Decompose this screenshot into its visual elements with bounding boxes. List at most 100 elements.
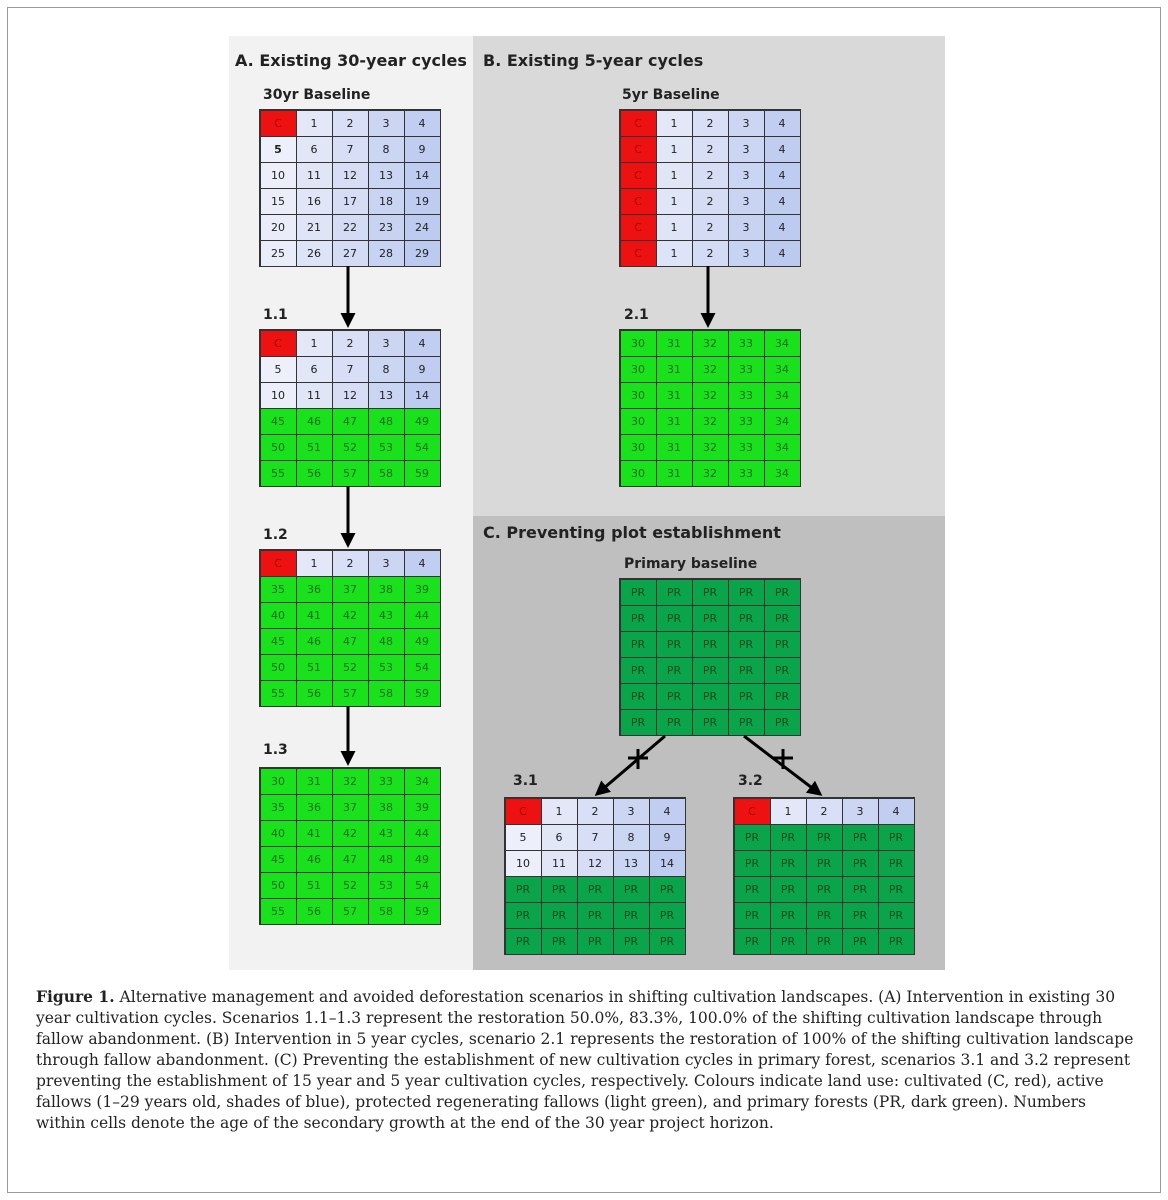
- grid-cell: 34: [763, 381, 801, 409]
- grid-cell: 35: [259, 575, 297, 603]
- grid-cell: 3: [727, 239, 765, 267]
- grid-cell: 44: [403, 601, 441, 629]
- grid-cell: PR: [619, 708, 657, 736]
- caption-label: Figure 1.: [36, 987, 115, 1006]
- grid-cell: 7: [331, 355, 369, 383]
- grid-cell: 8: [367, 355, 405, 383]
- grid-s12: C 1 2 3 4 35 36 37 38 39 40 41 42 43 44 45 46 47 48 49 50 51 5…: [259, 549, 441, 707]
- grid-cell: PR: [727, 682, 765, 710]
- grid-s13: 30 31 32 33 34 35 36 37 38 39 40 41 42 43 44 45 46 47 48 49…: [259, 767, 441, 925]
- grid-cell: 2: [691, 109, 729, 137]
- grid-cell: 43: [367, 819, 405, 847]
- grid-cell: PR: [841, 823, 879, 851]
- grid-cell: 4: [877, 797, 915, 825]
- grid-cell: PR: [655, 630, 693, 658]
- grid-cell: PR: [619, 578, 657, 606]
- grid-cell: PR: [540, 875, 578, 903]
- grid-cell: PR: [877, 901, 915, 929]
- grid-cell: 3: [841, 797, 879, 825]
- grid-cell: PR: [805, 823, 843, 851]
- grid-label-baseline30: 30yr Baseline: [263, 87, 371, 103]
- grid-cell: 2: [691, 161, 729, 189]
- grid-cell: 47: [331, 627, 369, 655]
- grid-cell: 48: [367, 845, 405, 873]
- grid-cell: 30: [619, 433, 657, 461]
- grid-cell: 2: [691, 213, 729, 241]
- grid-cell: 31: [655, 407, 693, 435]
- grid-cell: 55: [259, 459, 297, 487]
- grid-cell: 34: [763, 407, 801, 435]
- grid-cell: C: [619, 109, 657, 137]
- grid-cell: PR: [877, 875, 915, 903]
- grid-cell: 46: [295, 407, 333, 435]
- grid-cell: 10: [504, 849, 542, 877]
- grid-cell: C: [619, 213, 657, 241]
- grid-cell: 45: [259, 627, 297, 655]
- grid-baseline30: C 1 2 3 4 5 6 7 8 9 10 11 12 13 14 15 16 17 18 19 20 21 22 23 24…: [259, 109, 441, 267]
- grid-s31: C 1 2 3 4 5 6 7 8 9 10 11 12 13 14 PR PR PR PR PR PR PR PR PR PR…: [504, 797, 686, 955]
- grid-cell: PR: [733, 849, 771, 877]
- grid-cell: 9: [648, 823, 686, 851]
- grid-cell: 56: [295, 459, 333, 487]
- grid-cell: 30: [619, 459, 657, 487]
- grid-cell: 24: [403, 213, 441, 241]
- grid-cell: 40: [259, 601, 297, 629]
- grid-cell: 27: [331, 239, 369, 267]
- grid-cell: PR: [504, 927, 542, 955]
- grid-cell: 9: [403, 355, 441, 383]
- grid-cell: PR: [733, 927, 771, 955]
- grid-cell: 1: [655, 109, 693, 137]
- grid-cell: 56: [295, 897, 333, 925]
- grid-cell: PR: [619, 656, 657, 684]
- grid-cell: 33: [727, 459, 765, 487]
- grid-cell: 12: [331, 381, 369, 409]
- grid-cell: 37: [331, 575, 369, 603]
- grid-cell: PR: [769, 823, 807, 851]
- grid-cell: 32: [691, 433, 729, 461]
- grid-cell: 4: [403, 329, 441, 357]
- grid-cell: 38: [367, 793, 405, 821]
- grid-cell: C: [259, 109, 297, 137]
- grid-cell: 1: [655, 239, 693, 267]
- grid-cell: 34: [763, 355, 801, 383]
- grid-cell: PR: [727, 656, 765, 684]
- grid-cell: PR: [733, 901, 771, 929]
- grid-cell: 11: [295, 381, 333, 409]
- grid-cell: 30: [619, 329, 657, 357]
- grid-cell: C: [733, 797, 771, 825]
- grid-cell: PR: [877, 927, 915, 955]
- grid-cell: 7: [331, 135, 369, 163]
- grid-cell: 55: [259, 897, 297, 925]
- grid-cell: 12: [331, 161, 369, 189]
- grid-cell: 50: [259, 871, 297, 899]
- grid-cell: 56: [295, 679, 333, 707]
- grid-cell: 5: [504, 823, 542, 851]
- grid-cell: 36: [295, 575, 333, 603]
- grid-cell: PR: [769, 875, 807, 903]
- grid-cell: 51: [295, 433, 333, 461]
- grid-cell: PR: [655, 578, 693, 606]
- grid-cell: 2: [691, 135, 729, 163]
- grid-cell: 20: [259, 213, 297, 241]
- grid-cell: 4: [648, 797, 686, 825]
- grid-cell: 3: [727, 161, 765, 189]
- grid-cell: 41: [295, 819, 333, 847]
- grid-cell: 34: [763, 433, 801, 461]
- grid-cell: 52: [331, 871, 369, 899]
- grid-cell: PR: [540, 901, 578, 929]
- grid-cell: PR: [619, 604, 657, 632]
- grid-cell: 53: [367, 871, 405, 899]
- grid-cell: 57: [331, 679, 369, 707]
- grid-cell: 52: [331, 653, 369, 681]
- grid-cell: PR: [655, 604, 693, 632]
- grid-cell: 49: [403, 627, 441, 655]
- grid-cell: 14: [648, 849, 686, 877]
- grid-cell: 57: [331, 897, 369, 925]
- grid-cell: 42: [331, 601, 369, 629]
- grid-cell: 1: [540, 797, 578, 825]
- grid-cell: 58: [367, 459, 405, 487]
- grid-label-s11: 1.1: [263, 307, 288, 323]
- grid-cell: 3: [367, 329, 405, 357]
- grid-cell: 5: [259, 135, 297, 163]
- grid-cell: 2: [331, 549, 369, 577]
